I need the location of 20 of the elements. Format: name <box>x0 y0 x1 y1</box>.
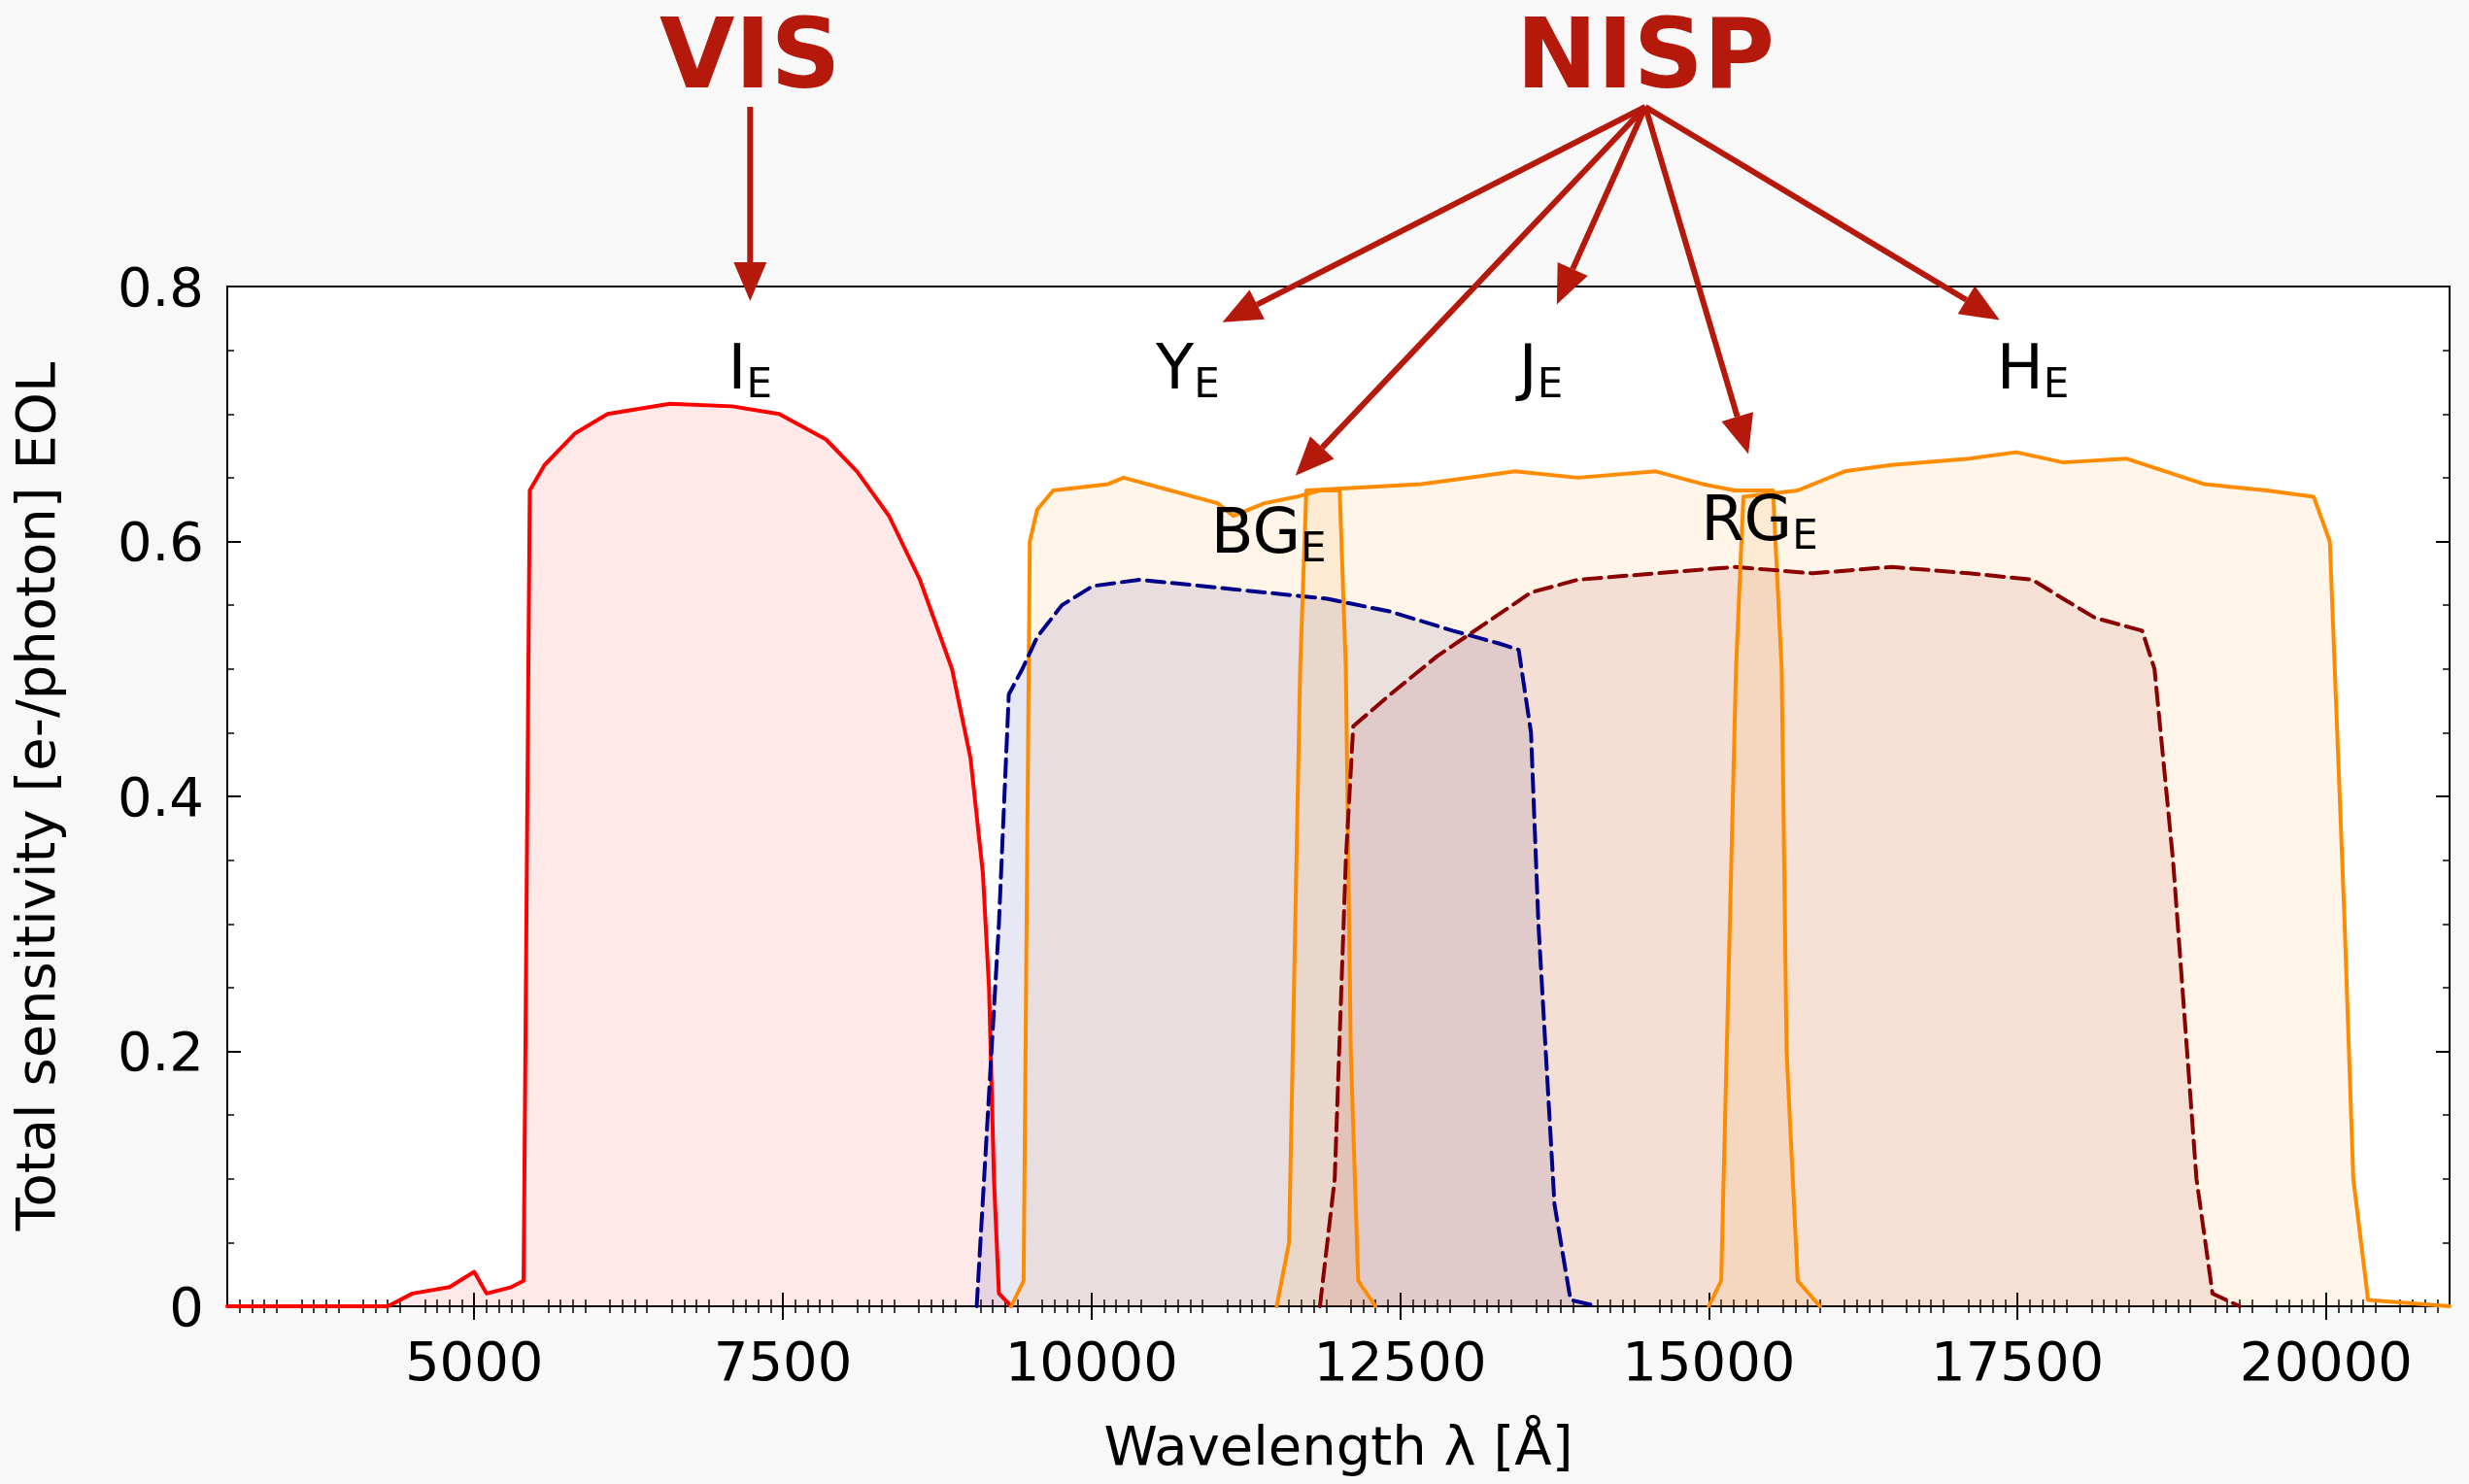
annotation: Y$_{E}$ <box>1155 331 1220 408</box>
annotation: I$_{E}$ <box>727 331 773 408</box>
y-tick-label: 0.2 <box>117 1020 204 1083</box>
y-tick-label: 0.4 <box>117 764 204 828</box>
x-axis-title: Wavelength λ [Å] <box>1103 1413 1573 1477</box>
annotation: J$_{E}$ <box>1514 331 1564 408</box>
annotation: H$_{E}$ <box>1996 331 2070 408</box>
x-tick-label: 10000 <box>1004 1329 1178 1393</box>
x-tick-label: 17500 <box>1931 1329 2105 1393</box>
x-tick-label: 5000 <box>404 1329 544 1393</box>
x-tick-label: 12500 <box>1313 1329 1487 1393</box>
x-tick-label: 20000 <box>2239 1329 2413 1393</box>
y-axis-title: Total sensitivity [e-/photon] EOL <box>3 361 67 1232</box>
y-tick-label: 0.6 <box>117 510 204 573</box>
y-tick-label: 0.8 <box>117 254 204 319</box>
x-tick-label: 7500 <box>713 1329 853 1393</box>
text: NISP <box>1515 0 1776 111</box>
text: VIS <box>660 0 841 111</box>
y-tick-label: 0 <box>169 1274 204 1338</box>
x-tick-label: 15000 <box>1622 1329 1796 1393</box>
